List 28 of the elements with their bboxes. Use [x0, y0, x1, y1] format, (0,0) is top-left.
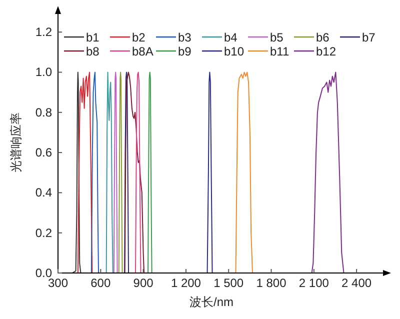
legend-label: b8 [86, 44, 100, 58]
y-tick-label: 0.2 [35, 226, 52, 240]
y-tick-label: 1.0 [35, 65, 52, 80]
x-tick-label: 2 100 [298, 276, 330, 290]
legend-label: b3 [178, 30, 192, 44]
y-tick-label: 0.8 [35, 105, 52, 120]
x-tick-label: 1 500 [214, 276, 244, 290]
y-tick-label: 1.2 [35, 25, 52, 40]
y-tick-label: 0.4 [35, 186, 52, 200]
x-tick-label: 1 200 [170, 276, 202, 290]
x-tick-label: 2 400 [342, 276, 372, 290]
legend-label: b7 [362, 30, 376, 44]
legend-label: b11 [270, 44, 290, 58]
y-tick-label: 0.6 [35, 146, 52, 160]
legend-label: b9 [178, 44, 192, 58]
x-tick-label: 1 800 [256, 276, 287, 290]
legend-label: b4 [224, 30, 238, 44]
legend-label: b1 [86, 30, 100, 44]
x-axis-title: 波长/nm [189, 295, 234, 309]
legend-label: b2 [132, 30, 146, 44]
legend-label: b6 [316, 30, 330, 44]
x-tick-label: 900 [133, 276, 154, 290]
legend-label: b8A [132, 44, 154, 58]
legend-label: b12 [316, 44, 336, 58]
x-tick-label: 600 [90, 276, 111, 290]
legend-label: b10 [224, 44, 244, 58]
y-axis-title: 光谱响应率 [9, 112, 23, 172]
legend-label: b5 [270, 30, 284, 44]
